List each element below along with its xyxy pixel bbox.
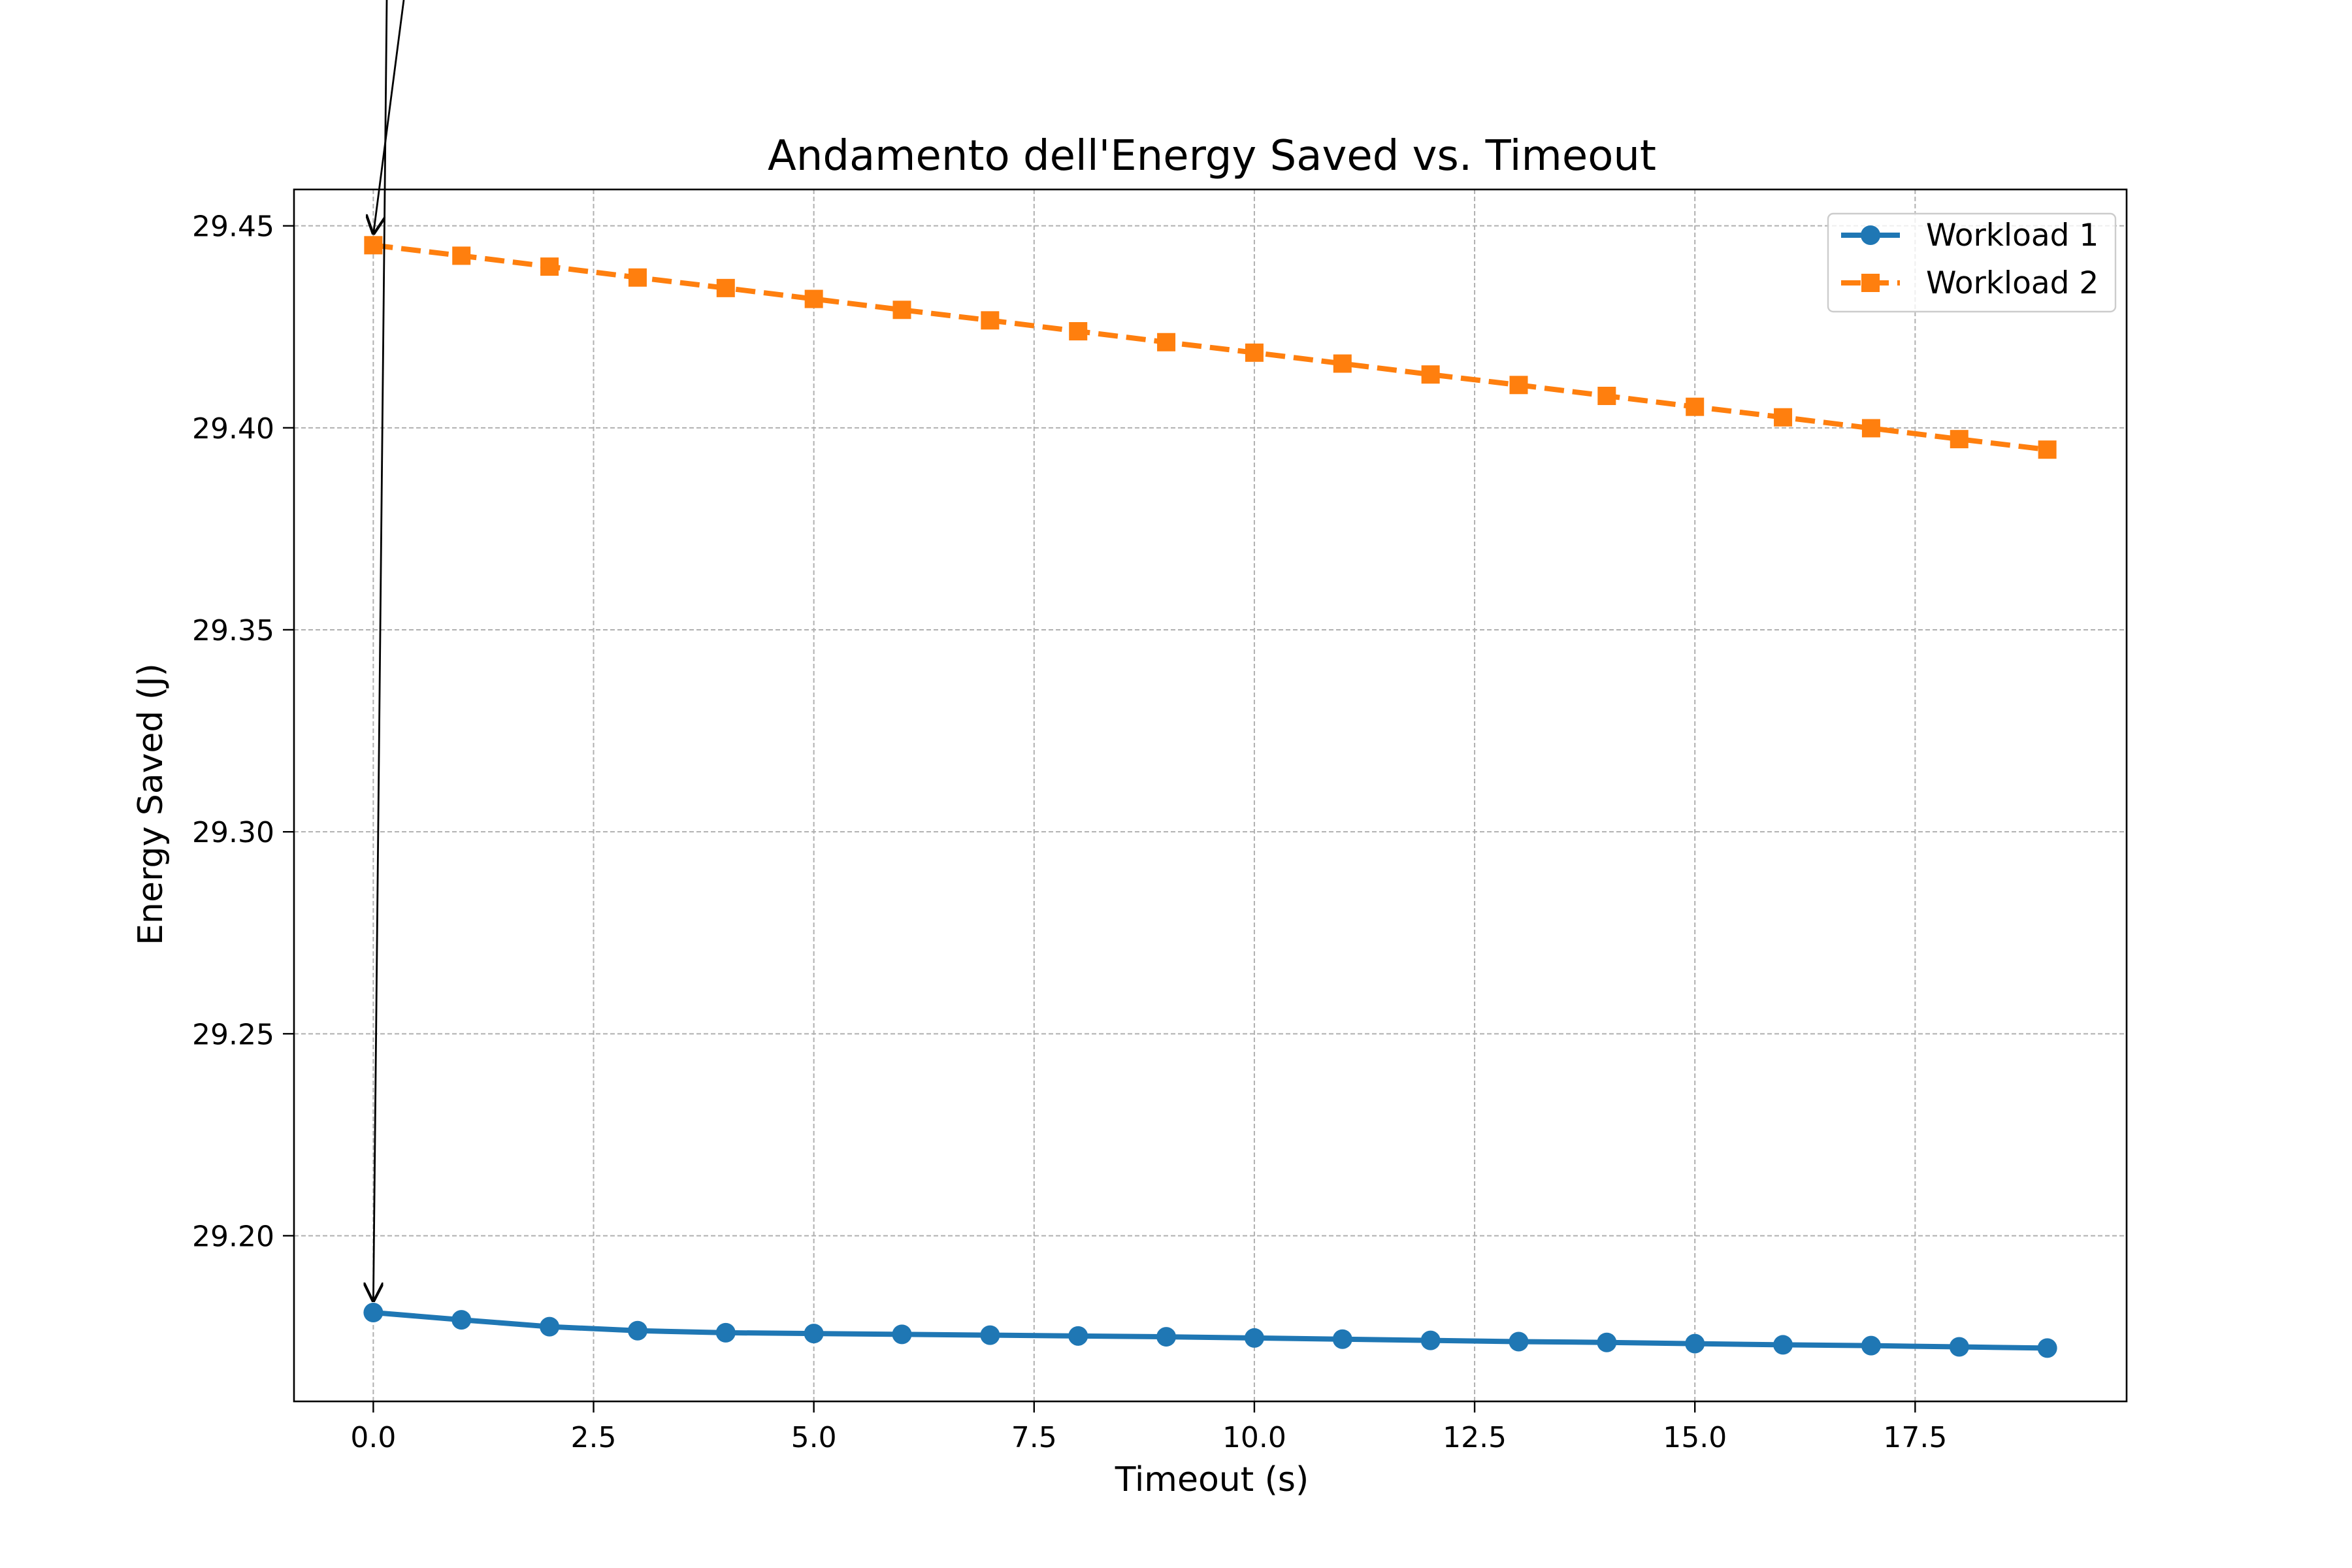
legend-marker-workload-1 [1861,225,1880,245]
ticks: 0.0 2.5 5.0 7.5 10.0 12.5 15.0 17.5 29.20 29.25 29… [192,210,1947,1454]
data-point-workload-1 [804,1324,824,1344]
legend: Workload 1 Workload 2 [1827,212,2117,313]
annotation-arrow [373,0,405,235]
y-tick-label: 29.40 [192,412,274,446]
data-point-workload-2 [1774,408,1793,427]
data-point-workload-1 [1597,1332,1617,1352]
data-point-workload-2 [364,236,383,255]
legend-label-workload-2: Workload 2 [1926,265,2099,301]
data-point-workload-1 [1156,1327,1177,1347]
data-point-workload-2 [1597,386,1616,405]
data-point-workload-1 [892,1324,912,1345]
legend-box [1827,212,2117,313]
data-point-workload-1 [1861,1335,1881,1356]
data-point-workload-1 [1068,1326,1088,1346]
annotations [373,0,405,1302]
y-tick-label: 29.20 [192,1220,274,1253]
data-point-workload-1 [980,1325,1000,1345]
y-axis-label: Energy Saved (J) [131,663,171,945]
x-tick-label: 2.5 [571,1421,617,1454]
x-tick-label: 5.0 [791,1421,837,1454]
data-point-workload-2 [1686,397,1705,416]
data-point-workload-2 [628,268,647,287]
data-point-workload-2 [1069,322,1088,341]
data-point-workload-2 [1245,343,1264,362]
data-point-workload-2 [981,311,1000,330]
y-tick-label: 29.30 [192,816,274,849]
x-axis-label: Timeout (s) [1115,1460,1309,1499]
series-layer [363,236,2057,1358]
data-point-workload-1 [1332,1329,1352,1349]
data-point-workload-1 [2037,1338,2057,1358]
data-point-workload-1 [1773,1335,1793,1355]
data-point-workload-1 [1244,1328,1264,1348]
x-tick-label: 7.5 [1011,1421,1057,1454]
chart-title: Andamento dell'Energy Saved vs. Timeout [768,132,1656,180]
data-point-workload-1 [627,1320,647,1341]
series-line-2 [372,242,2048,453]
data-point-workload-2 [452,246,471,265]
y-tick-label: 29.25 [192,1018,274,1051]
data-point-workload-2 [540,257,559,276]
series-line-1 [373,1309,2048,1351]
data-point-workload-1 [1949,1337,1969,1357]
legend-label-workload-1: Workload 1 [1926,218,2099,253]
data-point-workload-2 [1509,376,1528,395]
x-tick-label: 15.0 [1663,1421,1727,1454]
data-point-workload-1 [540,1316,560,1337]
y-tick-label: 29.45 [192,210,274,244]
data-point-workload-2 [2038,440,2057,459]
data-point-workload-1 [715,1322,736,1343]
x-tick-label: 10.0 [1222,1421,1286,1454]
data-point-workload-2 [804,289,823,308]
plot-frame [293,188,2128,1403]
x-tick-label: 17.5 [1883,1421,1947,1454]
data-point-workload-2 [892,301,911,319]
data-point-workload-2 [1157,333,1176,351]
grid [294,189,2127,1401]
data-point-workload-2 [1333,354,1352,373]
data-point-workload-1 [1420,1330,1441,1350]
data-point-workload-2 [1861,419,1880,438]
data-point-workload-2 [1950,430,1968,449]
data-point-workload-1 [1685,1333,1705,1354]
data-point-workload-1 [1509,1331,1529,1352]
legend-marker-workload-2 [1861,274,1880,292]
x-tick-label: 0.0 [350,1421,396,1454]
y-tick-label: 29.35 [192,614,274,647]
x-tick-label: 12.5 [1443,1421,1507,1454]
data-point-workload-2 [1421,365,1440,384]
data-point-workload-1 [451,1310,472,1330]
data-point-workload-1 [363,1302,384,1322]
data-point-workload-2 [716,278,735,297]
